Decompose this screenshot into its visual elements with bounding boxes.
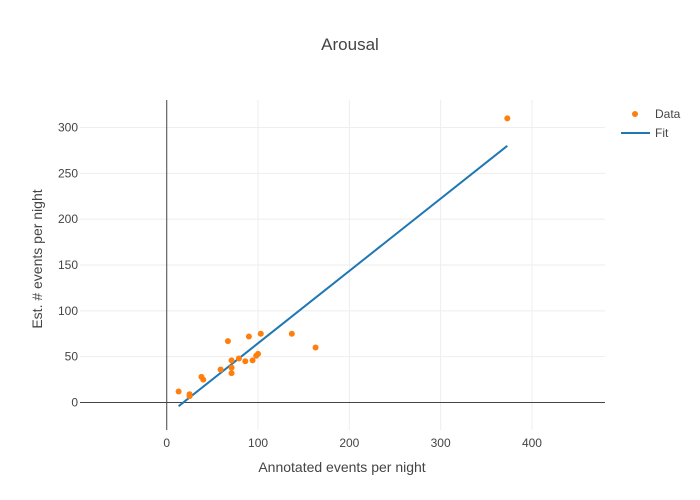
data-point [217, 366, 224, 373]
data-point [175, 388, 182, 395]
data-point [235, 355, 242, 362]
data-point [249, 357, 256, 364]
data-point [242, 358, 249, 365]
data-point [224, 338, 231, 345]
x-tick-label: 100 [248, 436, 268, 450]
data-point [186, 393, 193, 400]
legend-label-data: Data [655, 107, 681, 121]
y-tick-labels: 0 50 100 150 200 250 300 [58, 121, 78, 410]
fit-line [177, 145, 508, 407]
data-point [228, 364, 235, 371]
legend-label-fit: Fit [655, 126, 669, 140]
x-axis-title: Annotated events per night [258, 459, 425, 475]
data-point [255, 350, 262, 357]
y-tick-label: 200 [58, 212, 78, 226]
data-point [288, 330, 295, 337]
x-tick-label: 400 [522, 436, 542, 450]
data-points-series [175, 115, 511, 400]
x-tick-label: 0 [163, 436, 170, 450]
gridlines [80, 100, 605, 430]
data-point [312, 344, 319, 351]
y-tick-label: 300 [58, 121, 78, 135]
x-tick-label: 300 [431, 436, 451, 450]
y-axis-title: Est. # events per night [29, 189, 45, 328]
x-tick-label: 200 [339, 436, 359, 450]
x-tick-labels: 0 100 200 300 400 [163, 436, 542, 450]
data-point [228, 357, 235, 364]
fit-line-series [177, 145, 508, 407]
y-tick-label: 250 [58, 166, 78, 180]
data-point [257, 330, 264, 337]
data-point [504, 115, 511, 122]
legend-item-data[interactable]: Data [632, 107, 681, 121]
legend-item-fit[interactable]: Fit [621, 126, 669, 140]
data-point [245, 333, 252, 340]
legend-marker-data [632, 111, 638, 117]
y-tick-label: 100 [58, 304, 78, 318]
data-point [228, 370, 235, 377]
y-tick-label: 0 [71, 396, 78, 410]
y-tick-label: 50 [65, 350, 79, 364]
axes [80, 100, 605, 430]
chart-title: Arousal [321, 35, 379, 54]
y-tick-label: 150 [58, 258, 78, 272]
legend[interactable]: Data Fit [621, 107, 681, 140]
data-point [200, 376, 207, 383]
